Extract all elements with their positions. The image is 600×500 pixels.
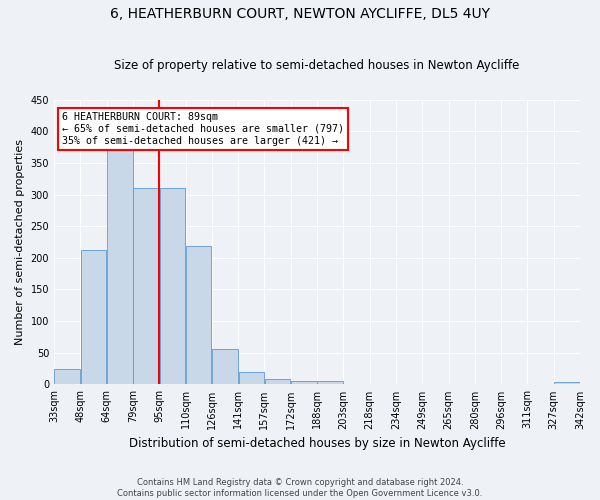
Text: 6, HEATHERBURN COURT, NEWTON AYCLIFFE, DL5 4UY: 6, HEATHERBURN COURT, NEWTON AYCLIFFE, D… <box>110 8 490 22</box>
Bar <box>160 188 185 384</box>
Bar <box>291 380 317 384</box>
Bar <box>212 349 238 384</box>
Title: Size of property relative to semi-detached houses in Newton Aycliffe: Size of property relative to semi-detach… <box>115 59 520 72</box>
X-axis label: Distribution of semi-detached houses by size in Newton Aycliffe: Distribution of semi-detached houses by … <box>129 437 505 450</box>
Bar <box>265 380 290 384</box>
Y-axis label: Number of semi-detached properties: Number of semi-detached properties <box>15 139 25 345</box>
Text: 6 HEATHERBURN COURT: 89sqm
← 65% of semi-detached houses are smaller (797)
35% o: 6 HEATHERBURN COURT: 89sqm ← 65% of semi… <box>62 112 344 146</box>
Bar <box>107 150 133 384</box>
Bar <box>133 188 159 384</box>
Bar <box>55 368 80 384</box>
Text: Contains HM Land Registry data © Crown copyright and database right 2024.
Contai: Contains HM Land Registry data © Crown c… <box>118 478 482 498</box>
Bar <box>317 382 343 384</box>
Bar <box>81 250 106 384</box>
Bar <box>554 382 580 384</box>
Bar <box>186 246 211 384</box>
Bar <box>239 372 264 384</box>
